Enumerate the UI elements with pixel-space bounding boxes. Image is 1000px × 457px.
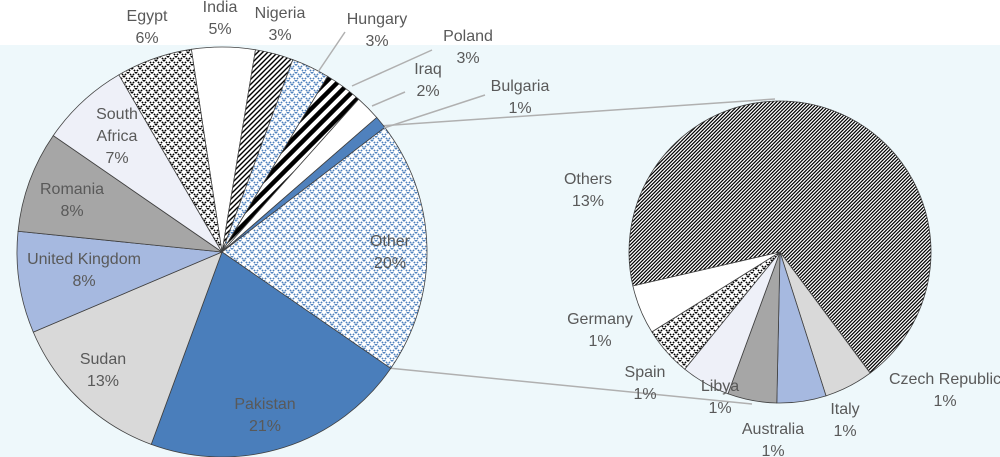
slice-label: Czech Republic 1% [880,369,1000,413]
slice-name: India [202,0,238,16]
slice-name: Libya [700,378,740,395]
slice-value: 1% [761,443,785,457]
slice-label: Hungary 3% [337,9,417,53]
slice-label: Germany 1% [560,309,640,353]
pie-slice [221,126,428,369]
slice-name: Poland [443,28,493,45]
slice-name: Australia [741,421,805,438]
pie-slice [150,251,392,457]
slice-name: Hungary [346,11,408,28]
slice-value: 21% [248,418,282,435]
slice-value: 1% [833,423,857,440]
slice-name: Spain [624,364,666,381]
slice-value: 3% [365,33,389,50]
slice-name: United Kingdom [27,251,141,268]
slice-value: 13% [86,373,120,390]
slice-value: 3% [456,50,480,67]
slice-value: 7% [105,150,129,167]
slice-value: 1% [588,333,612,350]
slice-name: Egypt [126,8,168,25]
pie-slice [16,230,223,333]
slice-value: 1% [933,393,957,410]
slice-value: 8% [72,273,96,290]
leader-line [351,49,433,87]
slice-name: Italy [830,401,860,418]
slice-value: 2% [416,83,440,100]
slice-label: India 5% [190,0,250,41]
slice-label: Egypt 6% [117,6,177,50]
slice-value: 3% [268,27,292,44]
pie-slice [628,100,932,374]
slice-value: 8% [60,203,84,220]
slice-label: Iraq 2% [403,59,453,103]
slice-name: Other [369,233,410,250]
pie-slice [118,48,223,253]
slice-name: Others [563,171,612,188]
slice-label: Libya 1% [695,376,745,420]
slice-value: 1% [633,386,657,403]
slice-name: Iraq [414,61,442,78]
slice-name: Germany [567,311,633,328]
slice-label: United Kingdom 8% [14,249,154,293]
slice-label: Australia 1% [733,419,813,457]
slice-name: Nigeria [254,5,306,22]
slice-label: Other 20% [360,231,420,275]
slice-label: Pakistan 21% [225,394,305,438]
slice-value: 1% [508,100,532,117]
pie-slice [17,135,223,253]
slice-label: Spain 1% [620,362,670,406]
leader-line [317,31,346,73]
leader-line [371,91,406,107]
slice-label: Sudan 13% [68,349,138,393]
slice-name: Bulgaria [490,78,550,95]
slice-value: 1% [708,400,732,417]
slice-label: South Africa 7% [87,104,147,170]
slice-value: 5% [208,21,232,38]
slice-label: Others 13% [553,169,623,213]
pie-slice [32,251,223,445]
slice-name: Romania [39,181,105,198]
slice-value: 13% [571,193,605,210]
slice-value: 6% [135,30,159,47]
slice-name: Pakistan [234,396,296,413]
slice-label: Poland 3% [433,26,503,70]
slice-value: 20% [373,255,407,272]
connector-line [387,367,753,405]
slice-label: Italy 1% [820,399,870,443]
slice-label: Romania 8% [27,179,117,223]
pie-slice [632,251,781,333]
slice-name: Sudan [79,351,127,368]
connector-line [379,98,776,127]
slice-name: South Africa [96,106,138,145]
slice-label: Bulgaria 1% [480,76,560,120]
slice-name: Czech Republic [888,371,1000,388]
slice-label: Nigeria 3% [245,3,315,47]
leader-line [383,94,486,129]
